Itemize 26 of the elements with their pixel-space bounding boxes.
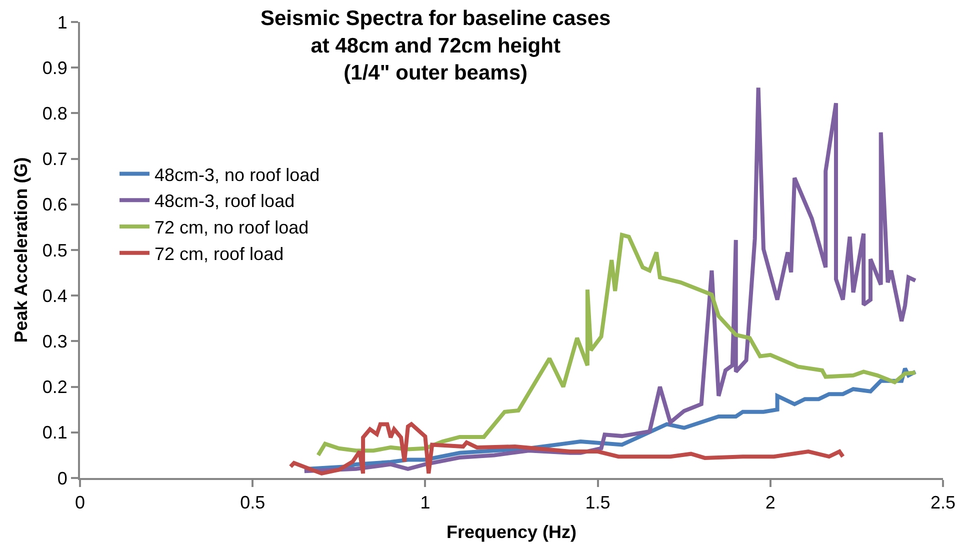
line-series: [288, 422, 845, 476]
y-tick-label: 0.4: [42, 286, 68, 306]
y-tick-label: 0.2: [42, 377, 68, 398]
x-tick-label: 0.5: [240, 492, 266, 513]
line-series: [316, 232, 918, 458]
y-axis-title: Peak Acceleration (G): [11, 157, 32, 343]
y-tick-label: 0.8: [42, 104, 68, 124]
x-axis-title: Frequency (Hz): [446, 522, 577, 542]
y-tick-label: 0.3: [42, 332, 68, 352]
legend-label: 48cm-3, roof load: [154, 191, 295, 212]
x-tick-label: 2.5: [930, 492, 956, 513]
legend-label: 72 cm, no roof load: [154, 218, 309, 238]
x-tick-label: 1.5: [585, 492, 610, 513]
y-tick-label: 0.7: [42, 149, 68, 170]
y-tick-label: 0.1: [42, 422, 68, 443]
legend-label: 72 cm, roof load: [154, 244, 284, 264]
x-tick-label: 0: [74, 492, 86, 513]
y-tick-label: 1: [57, 12, 68, 32]
y-tick-label: 0.5: [42, 240, 68, 260]
y-tick-label: 0.6: [42, 194, 68, 215]
x-tick-label: 2: [765, 492, 776, 513]
y-tick-label: 0: [57, 468, 68, 488]
x-tick-label: 1: [420, 492, 430, 513]
legend-label: 48cm-3, no roof load: [154, 164, 320, 185]
text: Seismic Spectra for baseline cases at 48cm and 72cm height (1/4" outer beams): [260, 7, 611, 85]
y-tick-label: 0.9: [42, 58, 68, 78]
